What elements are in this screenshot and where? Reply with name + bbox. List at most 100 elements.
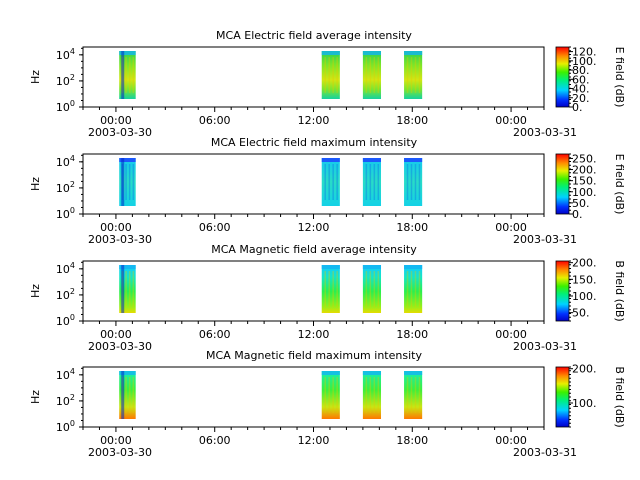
y-tick-exponent: 2: [70, 180, 75, 189]
spectrogram-top-band: [321, 51, 340, 55]
spectrogram-panel: MCA Magnetic field maximum intensity 100 1…: [29, 349, 626, 459]
y-tick-base: 10: [56, 182, 70, 195]
y-tick-base: 10: [56, 263, 70, 276]
spectrogram-texture: [418, 377, 421, 413]
spectrogram-texture: [125, 164, 127, 200]
spectrogram-texture: [365, 57, 368, 93]
colorbar-tick-label: 20.: [572, 92, 590, 105]
spectrogram-texture: [332, 164, 334, 200]
x-tick-label: 00:00: [495, 114, 527, 127]
x-tick-label: 12:00: [298, 434, 330, 447]
x-tick-label: 12:00: [298, 114, 330, 127]
y-axis-label: Hz: [29, 177, 42, 191]
colorbar-tick-label: 100.: [572, 55, 597, 68]
spectrogram-block: [404, 265, 423, 313]
spectrogram-texture: [418, 271, 421, 307]
spectrogram-top-band: [404, 265, 423, 269]
spectrogram-block: [404, 51, 423, 99]
y-tick-label: 104: [56, 154, 75, 169]
x-tick-label: 06:00: [199, 221, 231, 234]
spectrogram-texture: [336, 377, 338, 413]
x-tick-label: 00:00: [495, 434, 527, 447]
y-tick-base: 10: [56, 101, 70, 114]
spectrogram-edge-stripe: [121, 158, 125, 206]
spectrogram-block: [404, 158, 423, 206]
y-tick-label: 102: [56, 287, 75, 302]
y-tick-exponent: 0: [70, 313, 75, 322]
spectrogram-texture: [369, 57, 372, 93]
spectrogram-texture: [410, 271, 413, 307]
spectrogram-block: [362, 158, 382, 206]
spectrogram-texture: [336, 164, 338, 200]
spectrogram-texture: [336, 271, 338, 307]
y-tick-label: 100: [56, 419, 75, 434]
spectrogram-texture: [418, 164, 421, 200]
spectrogram-texture: [132, 377, 135, 413]
x-end-date: 2003-03-31: [513, 340, 577, 353]
spectrogram-texture: [406, 377, 409, 413]
axes-frame: [82, 153, 545, 215]
x-end-date: 2003-03-31: [513, 126, 577, 139]
spectrogram-texture: [365, 271, 368, 307]
colorbar: [556, 47, 569, 107]
x-tick-label: 12:00: [298, 328, 330, 341]
y-tick-base: 10: [56, 49, 70, 62]
spectrogram-top-band: [362, 51, 382, 55]
spectrogram-texture: [332, 377, 334, 413]
x-start-date: 2003-03-30: [88, 126, 152, 139]
y-axis-label: Hz: [29, 284, 42, 298]
x-tick-label: 18:00: [396, 221, 428, 234]
x-tick-label: 12:00: [298, 221, 330, 234]
spectrogram-texture: [377, 377, 380, 413]
axes-frame: [82, 46, 545, 108]
y-tick-label: 100: [56, 99, 75, 114]
x-tick-label: 00:00: [100, 434, 132, 447]
x-tick-label: 06:00: [199, 328, 231, 341]
spectrogram-block: [321, 371, 340, 419]
colorbar-tick-label: 80.: [572, 64, 590, 77]
y-axis-label: Hz: [29, 70, 42, 84]
colorbar-tick-label: 120.: [572, 46, 597, 59]
x-tick-label: 18:00: [396, 434, 428, 447]
spectrogram-texture: [406, 57, 409, 93]
spectrogram-texture: [365, 377, 368, 413]
colorbar-tick-label: 0.: [572, 208, 583, 221]
spectrogram-top-band: [404, 51, 423, 55]
panel-title: MCA Magnetic field maximum intensity: [206, 349, 422, 362]
y-tick-label: 100: [56, 313, 75, 328]
spectrogram-texture: [410, 377, 413, 413]
y-tick-base: 10: [56, 75, 70, 88]
y-tick-exponent: 2: [70, 287, 75, 296]
spectrogram-top-band: [362, 371, 382, 375]
spectrogram-panel: MCA Electric field maximum intensity1001…: [29, 136, 626, 246]
colorbar: [556, 261, 569, 321]
spectrogram-texture: [410, 164, 413, 200]
spectrogram-texture: [128, 377, 131, 413]
spectrogram-block: [321, 265, 340, 313]
spectrogram-texture: [377, 57, 380, 93]
x-tick-label: 00:00: [495, 328, 527, 341]
x-end-date: 2003-03-31: [513, 446, 577, 459]
colorbar-tick-label: 100.: [572, 290, 597, 303]
y-tick-label: 104: [56, 367, 75, 382]
spectrogram-texture: [369, 164, 372, 200]
y-tick-exponent: 0: [70, 99, 75, 108]
y-tick-exponent: 0: [70, 206, 75, 215]
spectrogram-top-band: [119, 158, 136, 162]
y-tick-base: 10: [56, 369, 70, 382]
spectrogram-texture: [128, 164, 131, 200]
colorbar-label: B field (dB): [613, 260, 626, 321]
spectrogram-texture: [332, 57, 334, 93]
colorbar-tick-label: 200.: [572, 257, 597, 270]
spectrogram-texture: [128, 271, 131, 307]
y-tick-base: 10: [56, 315, 70, 328]
spectrogram-edge-stripe: [121, 265, 125, 313]
colorbar-label: E field (dB): [613, 47, 626, 108]
x-tick-label: 18:00: [396, 328, 428, 341]
y-tick-label: 104: [56, 47, 75, 62]
spectrogram-texture: [369, 271, 372, 307]
spectrogram-block: [321, 51, 340, 99]
spectrogram-edge-stripe: [121, 371, 125, 419]
spectrogram-top-band: [362, 265, 382, 269]
